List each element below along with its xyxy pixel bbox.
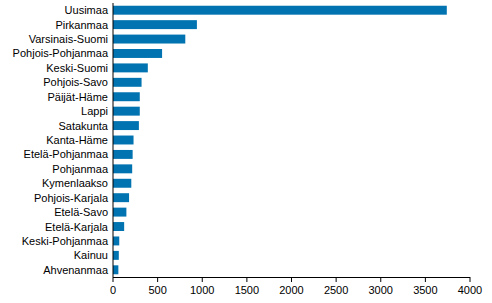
category-label: Ahvenanmaa bbox=[43, 264, 109, 276]
tick bbox=[380, 277, 381, 282]
bar bbox=[113, 136, 134, 145]
tick bbox=[336, 277, 337, 282]
chart: Uusimaa Pirkanmaa Varsinais-Suomi Pohjois-P… bbox=[0, 0, 492, 303]
tick-label: 500 bbox=[148, 284, 166, 296]
bar bbox=[113, 150, 133, 159]
bar bbox=[113, 121, 139, 130]
bar bbox=[113, 49, 162, 58]
bar bbox=[113, 179, 131, 188]
tick bbox=[202, 277, 203, 282]
category-label: Pohjois-Pohjanmaa bbox=[13, 47, 109, 59]
bars bbox=[113, 6, 447, 275]
bar bbox=[113, 251, 119, 260]
category-label: Uusimaa bbox=[65, 4, 109, 16]
tick-label: 1000 bbox=[190, 284, 214, 296]
category-label: Varsinais-Suomi bbox=[29, 33, 108, 45]
bar bbox=[113, 236, 119, 245]
category-label: Keski-Suomi bbox=[46, 62, 108, 74]
tick bbox=[470, 277, 471, 282]
bar bbox=[113, 35, 185, 44]
bar bbox=[113, 265, 118, 274]
tick-label: 2000 bbox=[279, 284, 303, 296]
bar bbox=[113, 208, 126, 217]
category-label: Keski-Pohjanmaa bbox=[22, 235, 109, 247]
category-label: Pirkanmaa bbox=[55, 19, 108, 31]
category-label: Kymenlaakso bbox=[42, 177, 108, 189]
tick-label: 2500 bbox=[324, 284, 348, 296]
tick-label: 3000 bbox=[369, 284, 393, 296]
category-label: Kainuu bbox=[74, 249, 108, 261]
bar bbox=[113, 222, 124, 231]
bar bbox=[113, 193, 129, 202]
category-label: Satakunta bbox=[58, 120, 108, 132]
bar bbox=[113, 164, 132, 173]
category-label: Etelä-Savo bbox=[54, 206, 108, 218]
tick bbox=[291, 277, 292, 282]
bar bbox=[113, 78, 142, 87]
y-axis bbox=[113, 3, 114, 277]
bar bbox=[113, 20, 197, 29]
category-label: Lappi bbox=[81, 105, 108, 117]
tick bbox=[425, 277, 426, 282]
tick bbox=[113, 277, 114, 282]
category-label: Kanta-Häme bbox=[46, 134, 108, 146]
bar bbox=[113, 107, 140, 116]
tick-label: 4000 bbox=[458, 284, 482, 296]
tick bbox=[246, 277, 247, 282]
category-label: Etelä-Karjala bbox=[45, 221, 109, 233]
category-label: Pohjanmaa bbox=[52, 163, 109, 175]
category-label: Päijät-Häme bbox=[47, 91, 108, 103]
tick bbox=[157, 277, 158, 282]
bar bbox=[113, 63, 148, 72]
tick-label: 3500 bbox=[413, 284, 437, 296]
bar bbox=[113, 6, 447, 15]
category-label: Pohjois-Karjala bbox=[34, 192, 109, 204]
bar bbox=[113, 92, 140, 101]
category-label: Pohjois-Savo bbox=[43, 76, 108, 88]
tick-label: 1500 bbox=[235, 284, 259, 296]
tick-label: 0 bbox=[110, 284, 116, 296]
category-label: Etelä-Pohjanmaa bbox=[24, 148, 109, 160]
